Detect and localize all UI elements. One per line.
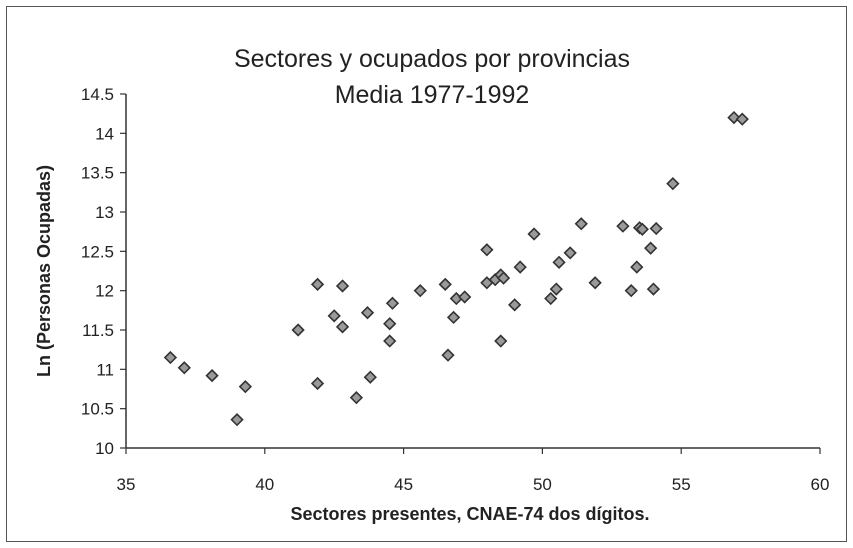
data-point — [616, 219, 630, 233]
data-point — [238, 380, 252, 394]
data-point — [508, 298, 522, 312]
data-point — [230, 413, 244, 427]
data-point — [666, 177, 680, 191]
data-point — [635, 222, 649, 236]
data-point — [544, 291, 558, 306]
data-point — [335, 320, 350, 334]
data-point — [441, 348, 455, 362]
data-point — [624, 284, 638, 298]
data-point — [630, 260, 644, 274]
data-point — [588, 276, 602, 290]
data-point — [327, 309, 341, 323]
y-tick-label: 10 — [95, 439, 114, 458]
data-point — [563, 246, 577, 260]
data-point — [552, 255, 566, 269]
data-point — [480, 243, 494, 257]
data-point — [163, 350, 178, 365]
data-point — [349, 391, 364, 405]
data-point — [205, 368, 219, 383]
y-ticks: 10 10.5 11 11.5 12 12.5 13 13.5 14 14.5 — [81, 85, 126, 458]
data-point — [383, 317, 397, 331]
axes — [125, 94, 820, 449]
x-tick-label: 55 — [672, 475, 691, 494]
y-tick-label: 11 — [96, 360, 114, 379]
y-tick-label: 10.5 — [81, 400, 114, 419]
data-point — [646, 282, 661, 296]
data-point — [549, 282, 563, 296]
x-tick-label: 35 — [117, 475, 136, 494]
data-point — [291, 323, 305, 337]
y-tick-label: 12 — [95, 282, 114, 301]
data-point — [574, 217, 588, 231]
data-point — [494, 334, 508, 348]
data-points — [163, 110, 749, 427]
data-point — [513, 260, 527, 274]
data-point — [360, 306, 375, 320]
data-point — [413, 284, 427, 298]
y-tick-label: 14.5 — [81, 85, 114, 104]
x-tick-label: 45 — [394, 475, 413, 494]
data-point — [644, 241, 658, 255]
data-point — [527, 227, 541, 241]
data-point — [335, 279, 350, 293]
x-ticks: 35 40 45 50 55 60 — [117, 448, 830, 494]
y-tick-label: 13.5 — [81, 164, 114, 183]
chart-title: Sectores y ocupados por provincias — [234, 45, 630, 73]
data-point — [177, 361, 191, 375]
chart-subtitle: Media 1977-1992 — [335, 81, 530, 109]
data-point — [735, 112, 749, 126]
y-tick-label: 13 — [95, 203, 114, 222]
data-point — [458, 290, 472, 304]
data-point — [310, 277, 325, 292]
y-tick-label: 11.5 — [82, 321, 114, 340]
data-point — [383, 334, 397, 348]
x-tick-label: 50 — [533, 475, 552, 494]
y-axis-title: Ln (Personas Ocupadas) — [34, 165, 54, 377]
data-point — [385, 296, 400, 310]
x-tick-label: 60 — [811, 475, 830, 494]
data-point — [649, 221, 663, 236]
data-point — [310, 376, 325, 391]
chart-frame — [6, 6, 847, 542]
data-point — [438, 277, 452, 292]
y-tick-label: 12.5 — [81, 242, 114, 261]
data-point — [363, 370, 377, 384]
data-point — [727, 110, 741, 125]
y-tick-label: 14 — [95, 124, 114, 143]
x-tick-label: 40 — [255, 475, 274, 494]
data-point — [496, 271, 511, 285]
x-axis-title: Sectores presentes, CNAE-74 dos dígitos. — [290, 504, 649, 524]
data-point — [446, 310, 461, 325]
